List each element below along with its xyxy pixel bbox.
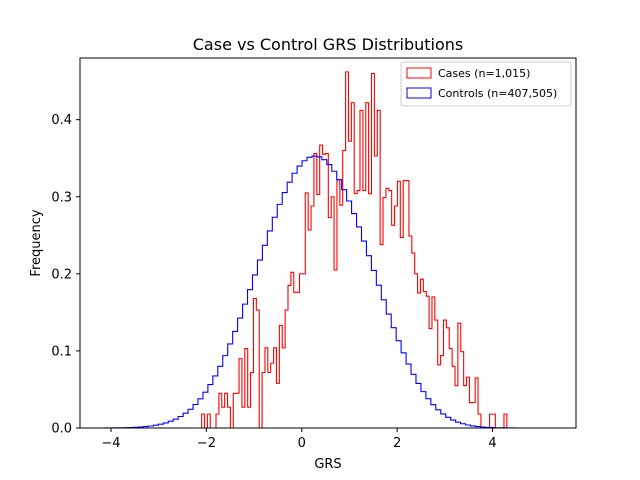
series-controls-histogram (103, 155, 550, 429)
chart-title: Case vs Control GRS Distributions (193, 35, 464, 54)
series-layer (103, 71, 550, 429)
y-tick-label: 0.2 (51, 267, 72, 282)
y-tick-label: 0.0 (51, 422, 72, 437)
series-cases-histogram (201, 71, 508, 429)
x-axis-label: GRS (314, 457, 341, 472)
x-tick-label: 2 (393, 436, 401, 451)
y-tick-label: 0.3 (51, 190, 72, 205)
x-tick-label: −4 (101, 436, 120, 451)
plot-background (80, 58, 576, 428)
plot-area (79, 57, 577, 429)
legend-label-controls: Controls (n=407,505) (438, 87, 557, 100)
x-tick-label: −2 (197, 436, 216, 451)
legend-swatch-cases (406, 67, 432, 79)
x-tick-label: 4 (488, 436, 496, 451)
legend: Cases (n=1,015) Controls (n=407,505) (400, 61, 572, 107)
legend-swatch-controls (406, 87, 432, 99)
y-axis-ticks: 0.0 0.1 0.2 0.3 0.4 (51, 113, 80, 437)
x-axis-ticks: −4 −2 0 2 4 (101, 428, 497, 451)
y-tick-label: 0.1 (51, 344, 72, 359)
y-axis-label: Frequency (29, 209, 44, 276)
plot-frame (79, 57, 577, 429)
legend-label-cases: Cases (n=1,015) (438, 67, 530, 80)
legend-box (400, 61, 572, 107)
y-tick-label: 0.4 (51, 113, 72, 128)
x-tick-label: 0 (298, 436, 306, 451)
